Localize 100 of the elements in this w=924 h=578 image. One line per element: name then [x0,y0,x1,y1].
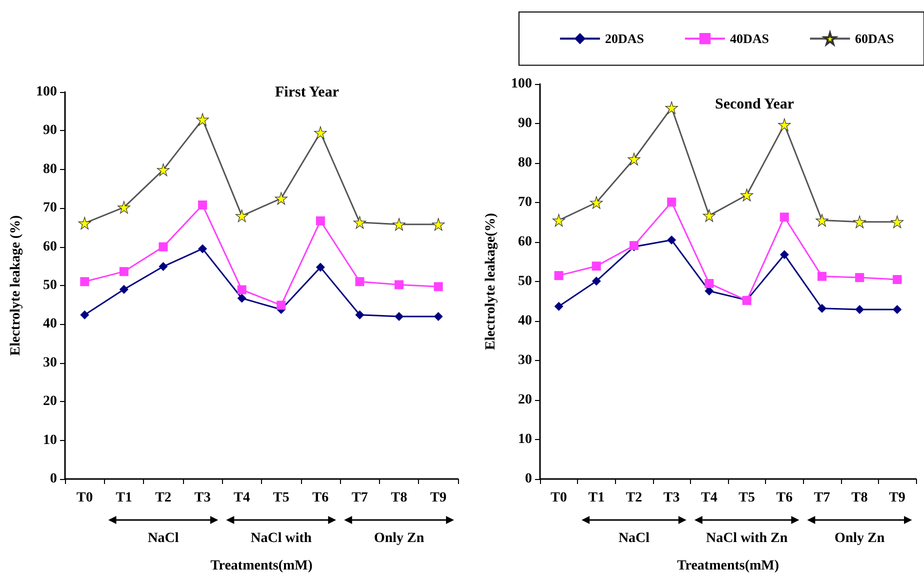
point [236,210,248,222]
point [355,310,364,320]
point [665,101,678,114]
y-tick-label: 30 [518,353,532,368]
x-tick-label: T9 [430,490,447,506]
point [592,262,601,271]
point [704,278,714,288]
x-tick-label: T7 [352,490,368,506]
y-tick-label: 100 [36,84,57,100]
x-tick-label: T9 [889,490,906,506]
point [274,192,288,205]
legend-label: 40DAS [730,31,770,46]
legend-label: 20DAS [604,31,644,46]
point [554,302,564,311]
y-tick-label: 70 [43,200,57,216]
point [780,212,789,222]
point [316,216,325,226]
point [119,284,128,294]
x-tick-label: T5 [738,490,755,506]
point [314,126,327,139]
point [80,277,90,286]
point [667,236,676,245]
y-tick-label: 10 [518,432,532,447]
text: NaCl [148,531,179,546]
point [552,214,566,227]
y-tick-label: 90 [43,123,57,138]
point [667,198,676,207]
text: NaCl with Zn [706,531,788,546]
point [237,294,246,303]
point [818,304,826,313]
y-tick-label: 60 [518,234,532,250]
point [394,280,404,290]
point [434,282,443,292]
point [353,216,366,229]
y-tick-label: 30 [43,355,57,370]
x-tick-label: T6 [776,490,793,506]
x-tick-label: T4 [234,490,250,506]
text: Second Year [715,96,794,112]
chart-title: First Year [275,84,340,100]
point [198,244,208,254]
point [855,273,864,282]
point [818,272,826,281]
point [592,276,601,286]
point [855,305,864,314]
point [80,310,90,320]
point [78,216,91,230]
x-tick-label: T6 [312,490,329,506]
point [702,209,716,222]
text: Only Zn [374,531,424,546]
point [394,312,404,321]
y-tick-label: 60 [43,239,57,254]
point [118,201,130,214]
x-tick-label: T5 [272,490,290,506]
point [158,242,168,252]
point [355,277,364,286]
y-tick-label: 70 [518,195,532,210]
y-tick-label: 20 [43,394,57,410]
y-tick-label: 0 [50,472,57,486]
text: NaCl with [250,531,312,546]
y-axis-title: Electrolyte leakage(%) [484,212,498,350]
point [853,216,866,228]
y-tick-label: 80 [518,156,532,170]
x-tick-label: T0 [76,490,93,506]
point [892,305,902,314]
x-tick-label: T3 [663,490,680,506]
x-tick-label: T4 [701,490,718,506]
x-tick-label: T8 [390,490,408,506]
point [237,285,246,294]
text: NaCl [618,531,650,546]
text: Only Zn [834,531,885,546]
point [780,250,789,260]
point [158,262,168,272]
y-tick-label: 20 [518,392,532,408]
point [554,271,564,280]
y-tick-label: 80 [43,162,57,177]
point [316,262,325,272]
y-tick-label: 40 [518,314,532,328]
point [156,163,170,176]
x-tick-label: T1 [588,490,605,506]
point [816,214,828,227]
point [392,218,406,231]
point [119,267,128,276]
x-tick-label: T0 [550,490,567,506]
x-axis-title: Treatments(mM) [676,558,780,574]
x-tick-label: T1 [116,490,132,506]
point [892,275,902,284]
point [890,216,904,228]
x-tick-label: T3 [194,490,211,506]
x-tick-label: T2 [626,490,642,506]
y-tick-label: 10 [43,432,57,448]
y-tick-label: 100 [511,76,532,92]
x-tick-label: T8 [851,490,868,506]
point [432,218,445,231]
point [740,188,754,202]
point [778,118,791,131]
point [276,300,286,310]
x-tick-label: T2 [155,490,172,506]
y-tick-label: 40 [43,316,57,332]
point [198,200,208,210]
y-tick-label: 0 [525,472,532,486]
